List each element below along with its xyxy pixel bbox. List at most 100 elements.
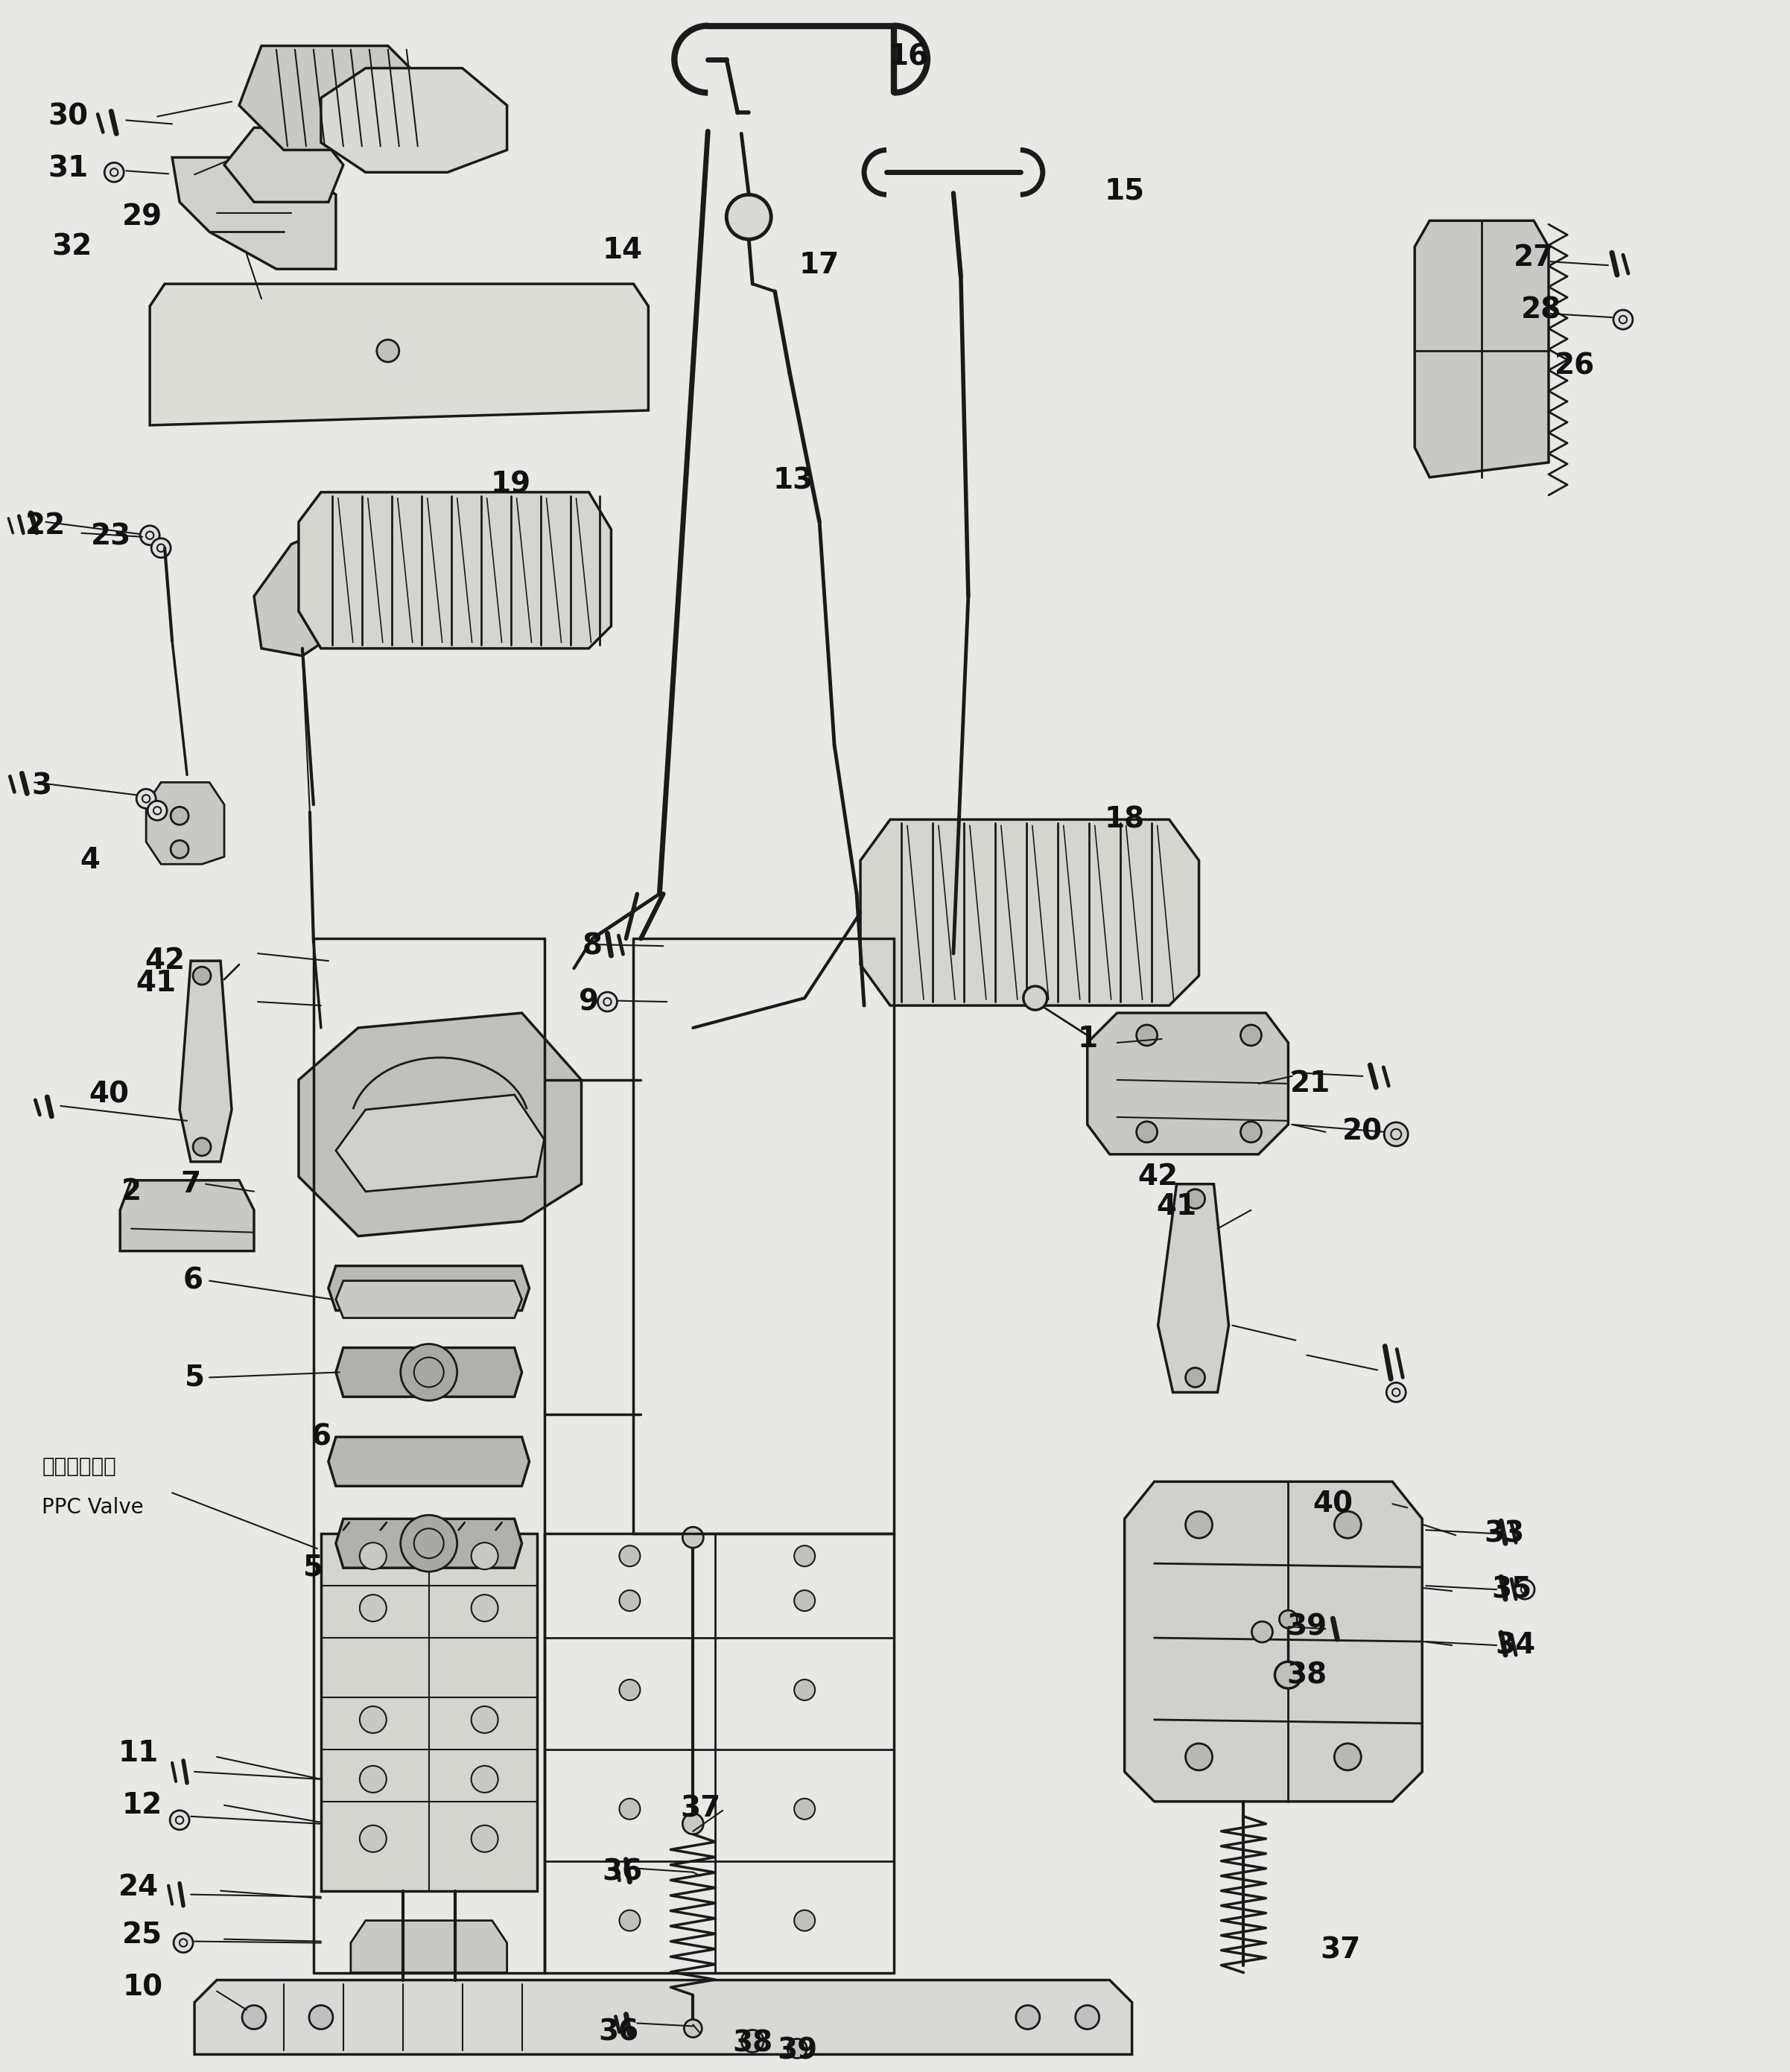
Polygon shape	[337, 1347, 523, 1397]
Circle shape	[471, 1595, 498, 1622]
Text: 2: 2	[122, 1177, 141, 1206]
Text: 39: 39	[777, 2037, 818, 2066]
Circle shape	[360, 1705, 387, 1732]
Circle shape	[104, 162, 124, 182]
Circle shape	[1185, 1368, 1205, 1386]
Polygon shape	[120, 1181, 254, 1251]
Polygon shape	[299, 1013, 582, 1237]
Circle shape	[360, 1765, 387, 1792]
Circle shape	[1185, 1189, 1205, 1208]
Polygon shape	[299, 493, 610, 649]
Text: 12: 12	[122, 1790, 163, 1819]
Text: 39: 39	[1287, 1612, 1326, 1641]
Text: 37: 37	[1319, 1935, 1360, 1964]
Text: 31: 31	[48, 155, 88, 182]
Text: 13: 13	[773, 466, 814, 495]
Text: 6: 6	[311, 1423, 331, 1450]
Polygon shape	[320, 1533, 537, 1892]
Circle shape	[310, 2006, 333, 2028]
Text: 25: 25	[122, 1921, 163, 1950]
Circle shape	[619, 1680, 641, 1701]
Text: 15: 15	[1104, 176, 1144, 205]
Circle shape	[1613, 311, 1632, 329]
Circle shape	[471, 1544, 498, 1569]
Text: 3: 3	[32, 773, 52, 800]
Circle shape	[1384, 1123, 1409, 1146]
Text: 28: 28	[1522, 296, 1561, 323]
Text: 17: 17	[800, 251, 840, 280]
Text: 42: 42	[1138, 1162, 1178, 1191]
Circle shape	[1240, 1121, 1262, 1142]
Text: 5: 5	[304, 1554, 324, 1581]
Text: 41: 41	[1156, 1191, 1198, 1220]
Circle shape	[795, 1910, 814, 1931]
Text: 33: 33	[1484, 1519, 1525, 1548]
Circle shape	[136, 789, 156, 808]
Text: 24: 24	[118, 1873, 159, 1902]
Text: ＰＰＣバルブ: ＰＰＣバルブ	[41, 1457, 116, 1477]
Circle shape	[471, 1705, 498, 1732]
Circle shape	[140, 526, 159, 545]
Text: 9: 9	[578, 988, 600, 1015]
Circle shape	[619, 1798, 641, 1819]
Text: 26: 26	[1554, 352, 1595, 379]
Circle shape	[682, 1527, 703, 1548]
Circle shape	[401, 1515, 456, 1573]
Polygon shape	[172, 157, 337, 269]
Circle shape	[682, 1813, 703, 1834]
Circle shape	[1185, 1743, 1212, 1769]
Circle shape	[795, 1680, 814, 1701]
Circle shape	[170, 806, 188, 825]
Polygon shape	[320, 68, 507, 172]
Text: 40: 40	[90, 1082, 129, 1109]
Circle shape	[1240, 1026, 1262, 1046]
Circle shape	[1334, 1743, 1360, 1769]
Circle shape	[242, 2006, 267, 2028]
Text: 1: 1	[1078, 1026, 1097, 1053]
Circle shape	[619, 1910, 641, 1931]
Circle shape	[795, 1589, 814, 1612]
Text: 8: 8	[582, 932, 603, 959]
Text: 5: 5	[184, 1363, 204, 1392]
Circle shape	[1251, 1622, 1273, 1643]
Text: 32: 32	[52, 232, 91, 261]
Circle shape	[471, 1765, 498, 1792]
Text: PPC Valve: PPC Valve	[41, 1498, 143, 1519]
Circle shape	[619, 1546, 641, 1566]
Text: 18: 18	[1104, 806, 1144, 833]
Circle shape	[360, 1825, 387, 1852]
Polygon shape	[150, 284, 648, 425]
Text: 10: 10	[122, 1973, 163, 2002]
Text: 11: 11	[118, 1738, 159, 1767]
Polygon shape	[351, 1921, 507, 1973]
Circle shape	[795, 1798, 814, 1819]
Text: 35: 35	[1491, 1575, 1532, 1604]
Circle shape	[727, 195, 771, 238]
Circle shape	[152, 539, 170, 557]
Circle shape	[193, 968, 211, 984]
Circle shape	[1017, 2006, 1040, 2028]
Polygon shape	[195, 1981, 1131, 2055]
Text: 29: 29	[122, 203, 163, 232]
Circle shape	[788, 2039, 807, 2057]
Text: 4: 4	[81, 845, 100, 874]
Polygon shape	[861, 821, 1199, 1005]
Text: 38: 38	[732, 2028, 773, 2057]
Text: 21: 21	[1291, 1069, 1330, 1098]
Text: 34: 34	[1495, 1631, 1536, 1660]
Circle shape	[1076, 2006, 1099, 2028]
Polygon shape	[224, 128, 344, 203]
Circle shape	[1137, 1026, 1158, 1046]
Circle shape	[471, 1825, 498, 1852]
Circle shape	[360, 1544, 387, 1569]
Text: 7: 7	[181, 1171, 200, 1198]
Polygon shape	[337, 1094, 544, 1191]
Circle shape	[619, 1589, 641, 1612]
Circle shape	[795, 1546, 814, 1566]
Circle shape	[1274, 1662, 1301, 1689]
Polygon shape	[337, 1280, 523, 1318]
Polygon shape	[254, 522, 347, 657]
Circle shape	[1334, 1510, 1360, 1537]
Circle shape	[401, 1345, 456, 1401]
Circle shape	[741, 2031, 764, 2051]
